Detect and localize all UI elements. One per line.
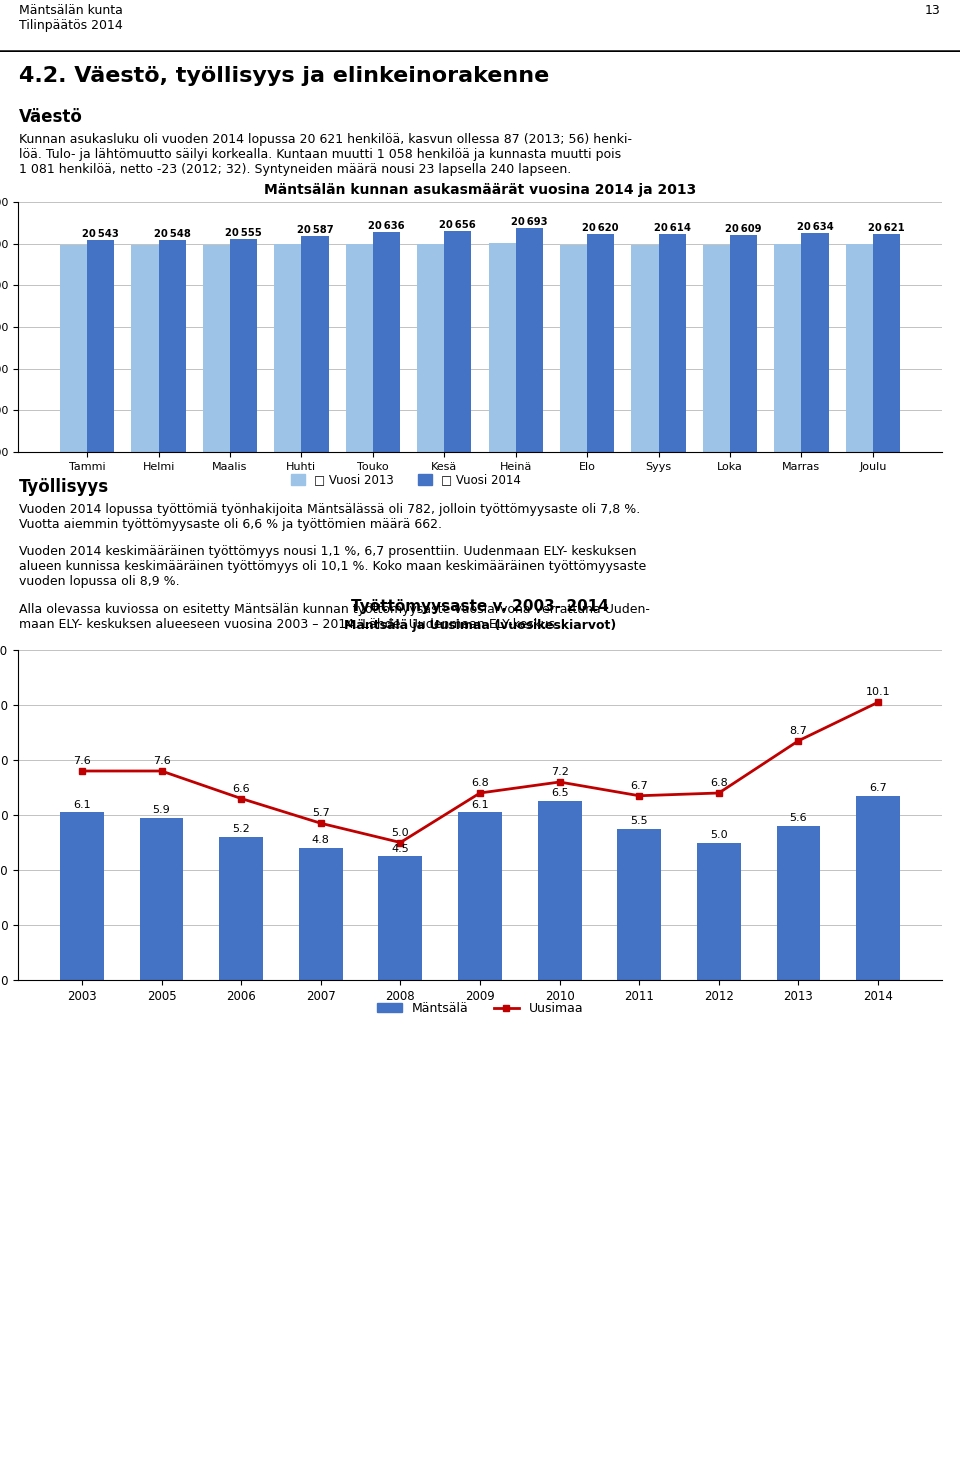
- Text: 5.0: 5.0: [710, 829, 728, 840]
- Bar: [139, 817, 183, 980]
- Text: Mäntsälän kunta
Tilinpäätös 2014: Mäntsälän kunta Tilinpäätös 2014: [19, 4, 123, 33]
- Text: 13: 13: [925, 4, 941, 18]
- Text: Väestö: Väestö: [19, 108, 84, 126]
- Bar: [856, 795, 900, 980]
- Text: 20 620: 20 620: [583, 223, 619, 232]
- Text: 4.5: 4.5: [392, 844, 409, 853]
- Bar: [458, 813, 502, 980]
- Title: Työttömyysaste v. 2003- 2014: Työttömyysaste v. 2003- 2014: [351, 599, 609, 615]
- Bar: [158, 239, 185, 1478]
- Bar: [703, 245, 730, 1478]
- Bar: [617, 829, 661, 980]
- Text: 5.5: 5.5: [631, 816, 648, 826]
- Bar: [538, 801, 582, 980]
- Bar: [378, 856, 422, 980]
- Bar: [301, 236, 328, 1478]
- Bar: [275, 244, 301, 1478]
- Text: 6.5: 6.5: [551, 788, 568, 798]
- Bar: [219, 837, 263, 980]
- Text: 7.6: 7.6: [153, 757, 170, 766]
- Text: 7.6: 7.6: [73, 757, 91, 766]
- Text: 20 636: 20 636: [368, 222, 405, 232]
- Text: 10.1: 10.1: [866, 687, 891, 698]
- Text: 20 656: 20 656: [440, 220, 476, 229]
- Bar: [87, 239, 114, 1478]
- Text: 20 609: 20 609: [726, 223, 762, 234]
- Bar: [730, 235, 757, 1478]
- Bar: [846, 244, 873, 1478]
- Text: 5.7: 5.7: [312, 808, 329, 819]
- Bar: [777, 826, 821, 980]
- Text: 6.8: 6.8: [710, 777, 728, 788]
- Bar: [659, 234, 685, 1478]
- Text: 20 614: 20 614: [654, 223, 690, 234]
- Text: 4.2. Väestö, työllisyys ja elinkeinorakenne: 4.2. Väestö, työllisyys ja elinkeinorake…: [19, 67, 549, 86]
- Text: 20 543: 20 543: [83, 229, 119, 239]
- Text: Mäntsälä ja Uusimaa (vuosikeskiarvot): Mäntsälä ja Uusimaa (vuosikeskiarvot): [344, 619, 616, 633]
- Text: 5.0: 5.0: [392, 828, 409, 838]
- Text: 5.6: 5.6: [790, 813, 807, 823]
- Text: Alla olevassa kuviossa on esitetty Mäntsälän kunnan työttömyysaste vuosiarvona v: Alla olevassa kuviossa on esitetty Mänts…: [19, 603, 650, 631]
- Text: 7.2: 7.2: [551, 767, 568, 777]
- Bar: [697, 842, 741, 980]
- Bar: [203, 244, 230, 1478]
- Bar: [588, 234, 614, 1478]
- Title: Mäntsälän kunnan asukasmäärät vuosina 2014 ja 2013: Mäntsälän kunnan asukasmäärät vuosina 20…: [264, 183, 696, 197]
- Bar: [299, 848, 343, 980]
- Text: 4.8: 4.8: [312, 835, 329, 845]
- Text: 6.6: 6.6: [232, 783, 250, 794]
- Text: 20 587: 20 587: [297, 226, 333, 235]
- Text: 20 693: 20 693: [511, 217, 547, 226]
- Bar: [230, 239, 257, 1478]
- Text: Kunnan asukasluku oli vuoden 2014 lopussa 20 621 henkilöä, kasvun ollessa 87 (20: Kunnan asukasluku oli vuoden 2014 lopuss…: [19, 133, 633, 176]
- Text: 20 634: 20 634: [797, 222, 833, 232]
- Text: 6.7: 6.7: [869, 783, 887, 794]
- Bar: [802, 232, 828, 1478]
- Text: Työllisyys: Työllisyys: [19, 477, 109, 497]
- Bar: [560, 244, 588, 1478]
- Bar: [60, 244, 87, 1478]
- Text: 5.2: 5.2: [232, 825, 250, 834]
- Bar: [132, 245, 158, 1478]
- Legend: Mäntsälä, Uusimaa: Mäntsälä, Uusimaa: [372, 998, 588, 1020]
- Bar: [372, 232, 400, 1478]
- Bar: [632, 245, 659, 1478]
- Text: 5.9: 5.9: [153, 806, 170, 814]
- Text: Vuoden 2014 keskimääräinen työttömyys nousi 1,1 %, 6,7 prosenttiin. Uudenmaan EL: Vuoden 2014 keskimääräinen työttömyys no…: [19, 545, 646, 588]
- Text: 20 621: 20 621: [868, 223, 905, 232]
- Bar: [873, 234, 900, 1478]
- Text: 6.8: 6.8: [471, 777, 489, 788]
- Text: 6.1: 6.1: [73, 800, 90, 810]
- Bar: [489, 242, 516, 1478]
- Bar: [775, 244, 802, 1478]
- Legend: □ Vuosi 2013, □ Vuosi 2014: □ Vuosi 2013, □ Vuosi 2014: [286, 469, 526, 491]
- Text: 8.7: 8.7: [789, 726, 807, 736]
- Bar: [516, 228, 542, 1478]
- Text: 6.1: 6.1: [471, 800, 489, 810]
- Bar: [346, 244, 372, 1478]
- Text: Vuoden 2014 lopussa työttömiä työnhakijoita Mäntsälässä oli 782, jolloin työttöm: Vuoden 2014 lopussa työttömiä työnhakijo…: [19, 503, 640, 531]
- Bar: [444, 231, 471, 1478]
- Text: 6.7: 6.7: [631, 780, 648, 791]
- Bar: [418, 244, 444, 1478]
- Bar: [60, 813, 104, 980]
- Text: 20 555: 20 555: [226, 228, 262, 238]
- Text: 20 548: 20 548: [154, 229, 191, 238]
